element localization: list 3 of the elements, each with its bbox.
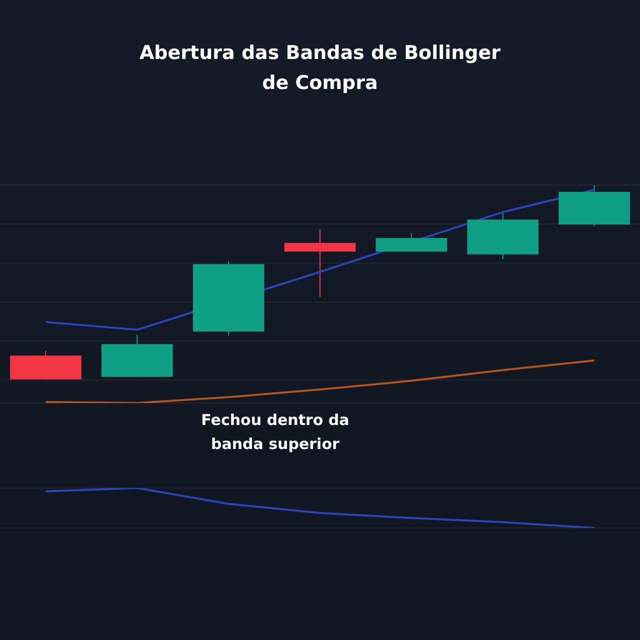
text: Fechou dentro da banda superior	[201, 411, 350, 453]
candlestick	[284, 228, 356, 298]
chart-title: Abertura das Bandas de Bollinger de Compra	[138, 41, 502, 96]
